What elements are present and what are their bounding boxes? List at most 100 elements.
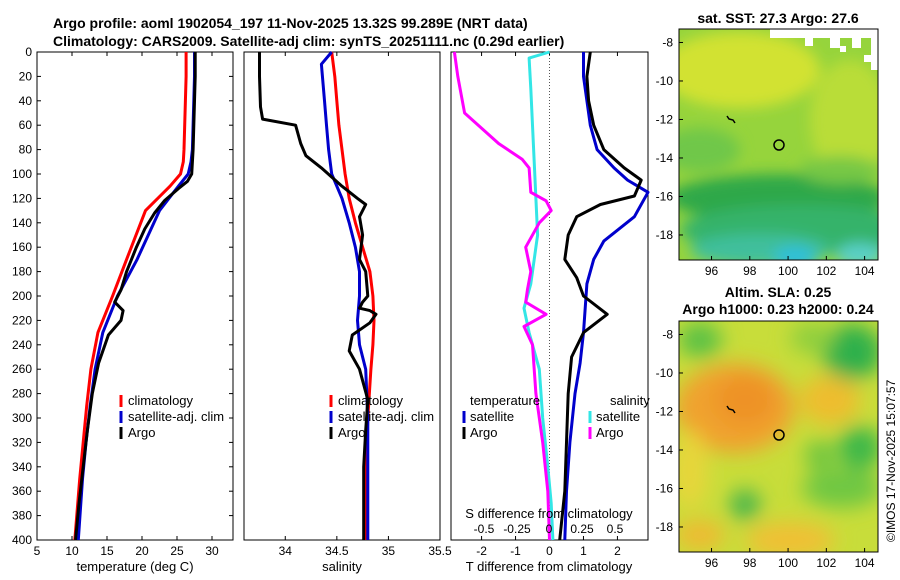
map-x-tick-label: 102 <box>816 264 836 278</box>
legend-label: satellite-adj. clim <box>338 409 434 424</box>
x-tick-label: 15 <box>100 544 114 558</box>
temperature-x-ticks: 5 10 15 20 25 30 <box>34 52 219 558</box>
series-line-s-argo <box>452 51 553 541</box>
map-y-tick-label: -10 <box>656 74 674 88</box>
x-tick-label: 25 <box>170 544 184 558</box>
salinity-panel: 34 34.5 35 35.5 salinity climatology satell… <box>243 51 452 574</box>
sla-map-panel: Altim. SLA: 0.25 Argo h1000: 0.23 h2000:… <box>656 284 879 570</box>
series-line-t-satellite <box>563 52 650 541</box>
map-x-tick-label: 102 <box>816 556 836 570</box>
header-line2: Climatology: CARS2009. Satellite-adj cli… <box>53 33 564 49</box>
map-y-tick-label: -14 <box>656 443 674 457</box>
x-tick-label: 34 <box>279 544 293 558</box>
legend-label: Argo <box>470 425 497 440</box>
temperature-axes <box>36 51 234 541</box>
sst-map-panel: sat. SST: 27.3 Argo: 27.6 <box>656 10 879 278</box>
legend-label: satellite <box>596 409 640 424</box>
x-tick-label: 0 <box>546 544 553 558</box>
series-line-s-satellite <box>522 50 555 541</box>
series-line-satellite-adj-clim <box>319 51 370 540</box>
sla-map-title-line2: Argo h1000: 0.23 h2000: 0.24 <box>682 301 874 317</box>
sla-float-marker <box>773 429 785 441</box>
depth-tick-label: 20 <box>19 69 33 83</box>
depth-tick-label: 160 <box>12 240 32 254</box>
legend-label: Argo <box>596 425 623 440</box>
sst-map-field <box>679 29 878 260</box>
sla-map-field <box>679 321 878 552</box>
s-tick-label: 0 <box>546 522 553 536</box>
legend-label: satellite-adj. clim <box>128 409 224 424</box>
x-tick-label: -2 <box>476 544 487 558</box>
depth-tick-label: 140 <box>12 216 32 230</box>
s-tick-label: 0.25 <box>570 522 594 536</box>
depth-tick-label: 80 <box>19 143 33 157</box>
x-tick-label: 20 <box>135 544 149 558</box>
map-y-tick-label: -12 <box>656 404 674 418</box>
sst-map-frame <box>678 28 879 261</box>
map-x-tick-label: 98 <box>743 264 757 278</box>
map-y-tick-label: -14 <box>656 151 674 165</box>
header-line1: Argo profile: aoml 1902054_197 11-Nov-20… <box>53 15 528 31</box>
x-tick-label: 34.5 <box>325 544 349 558</box>
salinity-lines <box>258 51 378 540</box>
map-x-tick-label: 100 <box>778 264 798 278</box>
temperature-xlabel: temperature (deg C) <box>76 559 193 574</box>
x-tick-label: 35 <box>382 544 396 558</box>
series-line-climatology <box>73 52 188 541</box>
depth-tick-label: 380 <box>12 509 32 523</box>
depth-tick-label: 120 <box>12 191 32 205</box>
sla-map-title-line1: Altim. SLA: 0.25 <box>725 284 832 300</box>
map-y-tick-label: -18 <box>656 520 674 534</box>
sla-map-ticks: 96 98 100 102 104 -8 -10 -12 -14 -16 -18 <box>656 327 875 570</box>
difference-panel: -2 -1 0 1 2 T difference from climatology S … <box>450 50 650 574</box>
map-y-tick-label: -12 <box>656 112 674 126</box>
map-y-tick-label: -16 <box>656 481 674 495</box>
temperature-legend: climatology satellite-adj. clim Argo <box>119 393 224 440</box>
map-x-tick-label: 96 <box>705 264 719 278</box>
legend-label: Argo <box>338 425 365 440</box>
salinity-legend: climatology satellite-adj. clim Argo <box>329 393 434 440</box>
map-y-tick-label: -10 <box>656 366 674 380</box>
s-tick-label: -0.25 <box>503 522 531 536</box>
s-difference-tick-labels: -0.5 -0.25 0 0.25 0.5 <box>474 522 624 536</box>
s-tick-label: 0.5 <box>607 522 624 536</box>
salinity-xlabel: salinity <box>322 559 362 574</box>
map-x-tick-label: 100 <box>778 556 798 570</box>
depth-tick-label: 300 <box>12 411 32 425</box>
depth-tick-label: 40 <box>19 94 33 108</box>
series-line-climatology <box>330 51 376 540</box>
difference-legend: temperature satellite Argo salinity sate… <box>462 393 650 440</box>
map-x-tick-label: 98 <box>743 556 757 570</box>
x-tick-label: -1 <box>510 544 521 558</box>
series-line-argo <box>74 52 197 541</box>
map-x-tick-label: 104 <box>855 264 875 278</box>
x-tick-label: 1 <box>580 544 587 558</box>
depth-tick-label: 60 <box>19 118 33 132</box>
salinity-x-ticks: 34 34.5 35 35.5 <box>279 52 452 558</box>
depth-tick-label: 360 <box>12 484 32 498</box>
s-tick-label: -0.5 <box>474 522 495 536</box>
depth-tick-label: 180 <box>12 265 32 279</box>
series-line-t-argo <box>558 51 643 541</box>
s-difference-xlabel: S difference from climatology <box>465 506 633 521</box>
depth-tick-label: 200 <box>12 289 32 303</box>
sst-map-ticks: 96 98 100 102 104 -8 -10 -12 -14 -16 -18 <box>656 35 875 278</box>
depth-tick-label: 320 <box>12 435 32 449</box>
salinity-axes <box>243 51 441 541</box>
depth-tick-label: 0 <box>25 45 32 59</box>
series-line-argo <box>258 52 378 540</box>
x-tick-label: 2 <box>614 544 621 558</box>
x-tick-label: 30 <box>205 544 219 558</box>
depth-tick-label: 220 <box>12 313 32 327</box>
legend-label: Argo <box>128 425 155 440</box>
x-tick-label: 35.5 <box>428 544 452 558</box>
sla-float-track <box>726 405 736 414</box>
legend-label: climatology <box>338 393 404 408</box>
temperature-lines <box>73 52 197 541</box>
depth-tick-label: 400 <box>12 533 32 547</box>
x-tick-label: 10 <box>65 544 79 558</box>
sla-map-frame <box>678 320 879 553</box>
map-x-tick-label: 96 <box>705 556 719 570</box>
depth-tick-label: 340 <box>12 460 32 474</box>
